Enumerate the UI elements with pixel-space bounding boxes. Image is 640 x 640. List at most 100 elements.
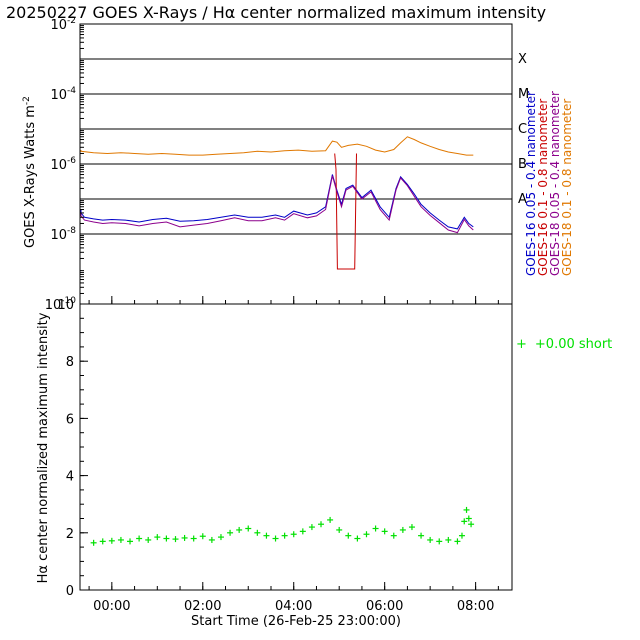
halpha-point [208,536,215,543]
halpha-point [145,536,152,543]
halpha-point [90,539,97,546]
flare-class-label: C [518,122,527,137]
halpha-point [408,524,415,531]
halpha-point [245,525,252,532]
halpha-point [217,534,224,541]
halpha-point [390,532,397,539]
halpha-y-tick-label: 6 [66,412,74,427]
halpha-panel: 0 2 4 6 8 10 00:00 02:00 04:00 06:00 08:00 Hα cen… [36,296,612,629]
halpha-point [381,528,388,535]
goes-series-line [334,153,357,270]
flare-class-label: A [518,192,527,207]
goes-y-tick-base: 10 [50,18,67,33]
halpha-plot-frame [79,303,513,591]
halpha-point [308,524,315,531]
halpha-point [190,535,197,542]
halpha-y-tick-label: 10 [57,298,74,313]
halpha-point [468,521,475,528]
halpha-legend-symbol: + [516,337,527,352]
halpha-point [254,529,261,536]
halpha-y-tick-label: 8 [66,355,74,370]
halpha-point [318,521,325,528]
halpha-point [336,526,343,533]
halpha-point [463,506,470,513]
halpha-point [199,533,206,540]
halpha-point [299,528,306,535]
flare-class-label: M [518,87,529,102]
goes-y-tick-label: 10-2 [50,16,76,33]
halpha-point [418,532,425,539]
halpha-x-tick-label: 00:00 [93,599,130,614]
halpha-point [363,531,370,538]
halpha-point [458,532,465,539]
goes-series-line [80,174,474,230]
halpha-point [427,536,434,543]
halpha-point [181,534,188,541]
goes-legend-entry: GOES-16 0.05 - 0.4 nanometer [524,91,538,276]
halpha-y-ticks: 0 2 4 6 8 10 [57,298,88,599]
chart-title: 20250227 GOES X-Rays / Hα center normali… [6,3,546,22]
goes-legend-entry: GOES-18 0.1 - 0.8 nanometer [560,99,574,276]
halpha-point [445,536,452,543]
halpha-point [436,538,443,545]
flare-class-labels: A B C M X [518,52,529,207]
goes-series-group [80,136,474,270]
halpha-y-tick-label: 4 [66,470,74,485]
goes-series-line [80,175,474,234]
goes-legend-entry: GOES-16 0.1 - 0.8 nanometer [536,99,550,276]
goes-legend-entry: GOES-18 0.05 - 0.4 nanometer [548,91,562,276]
halpha-point [290,531,297,538]
halpha-x-tick-label: 06:00 [366,599,403,614]
halpha-point [236,526,243,533]
halpha-x-tick-label: 04:00 [275,599,312,614]
halpha-point [263,532,270,539]
halpha-point [99,538,106,545]
goes-y-tick-label: 10-8 [50,226,76,243]
halpha-x-tick-label: 08:00 [457,599,494,614]
goes-y-tick-exp: -8 [67,226,76,236]
halpha-legend-text: +0.00 short [535,337,612,352]
flare-class-label: X [518,52,527,67]
halpha-x-axis-label: Start Time (26-Feb-25 23:00:00) [191,614,401,629]
flare-class-lines [80,58,512,235]
goes-y-ticks: 10-210-410-610-810-10 [45,16,88,313]
halpha-point [465,515,472,522]
goes-y-tick-exp: -4 [67,86,76,96]
goes-series-line [80,136,474,156]
halpha-point [163,535,170,542]
halpha-point [461,518,468,525]
halpha-x-ticks: 00:00 02:00 04:00 06:00 08:00 [88,296,499,614]
halpha-points-group [90,506,475,546]
halpha-point [172,536,179,543]
halpha-point [117,536,124,543]
halpha-point [227,529,234,536]
halpha-point [127,538,134,545]
goes-y-tick-base: 10 [50,158,67,173]
halpha-point [354,535,361,542]
goes-y-axis-label-text: GOES X-Rays Watts m [23,105,38,248]
goes-y-tick-exp: -6 [67,156,76,166]
flare-class-label: B [518,157,527,172]
halpha-point [454,538,461,545]
halpha-legend: + +0.00 short [516,337,612,352]
halpha-y-tick-label: 0 [66,584,74,599]
halpha-point [345,532,352,539]
goes-y-tick-exp: -2 [67,16,76,26]
halpha-point [272,535,279,542]
goes-y-tick-label: 10-4 [50,86,76,103]
halpha-point [399,526,406,533]
goes-y-tick-base: 10 [50,228,67,243]
goes-y-axis-label: GOES X-Rays Watts m-2 [22,96,38,248]
goes-y-tick-label: 10-10 [45,296,77,313]
halpha-point [154,534,161,541]
halpha-point [372,525,379,532]
goes-y-tick-exp: -10 [61,296,76,306]
halpha-x-tick-label: 02:00 [184,599,221,614]
halpha-y-axis-label: Hα center normalized maximum intensity [36,312,51,583]
halpha-point [136,535,143,542]
halpha-point [108,537,115,544]
goes-y-tick-base: 10 [50,88,67,103]
